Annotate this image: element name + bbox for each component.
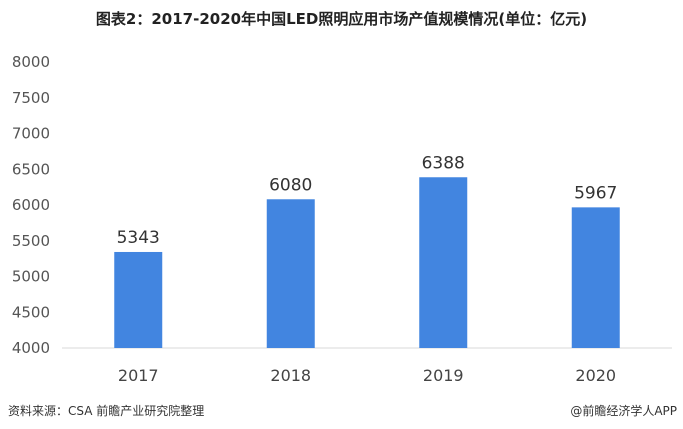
data-label-2020: 5967 xyxy=(574,183,617,203)
x-tick-label: 2020 xyxy=(575,366,616,385)
source-note: 资料来源：CSA 前瞻产业研究院整理 xyxy=(8,404,205,418)
bar-2018 xyxy=(266,199,315,348)
bar-2017 xyxy=(114,251,163,348)
bar-2020 xyxy=(571,207,620,348)
brand-label: @前瞻经济学人APP xyxy=(570,404,677,418)
y-tick-label: 4500 xyxy=(12,303,50,321)
chart-title: 图表2：2017-2020年中国LED照明应用市场产值规模情况(单位：亿元) xyxy=(95,10,588,28)
y-axis: 4000 4500 5000 5500 6000 6500 7000 7500 8000 xyxy=(12,53,50,357)
x-tick-label: 2019 xyxy=(423,366,464,385)
y-tick-label: 8000 xyxy=(12,53,50,71)
data-label-2018: 6080 xyxy=(269,175,312,195)
y-tick-label: 7500 xyxy=(12,89,50,107)
x-axis: 2017 2018 2019 2020 xyxy=(118,366,616,385)
y-tick-label: 5000 xyxy=(12,268,50,286)
y-tick-label: 6000 xyxy=(12,196,50,214)
data-label-2019: 6388 xyxy=(422,153,465,173)
y-tick-label: 5500 xyxy=(12,232,50,250)
y-tick-label: 7000 xyxy=(12,125,50,143)
x-tick-label: 2018 xyxy=(270,366,311,385)
y-tick-label: 6500 xyxy=(12,160,50,178)
data-label-2017: 5343 xyxy=(117,228,160,248)
x-tick-label: 2017 xyxy=(118,366,159,385)
bar-2019 xyxy=(419,177,468,348)
y-tick-label: 4000 xyxy=(12,339,50,357)
bars: 5343 6080 6388 5967 xyxy=(114,153,620,348)
